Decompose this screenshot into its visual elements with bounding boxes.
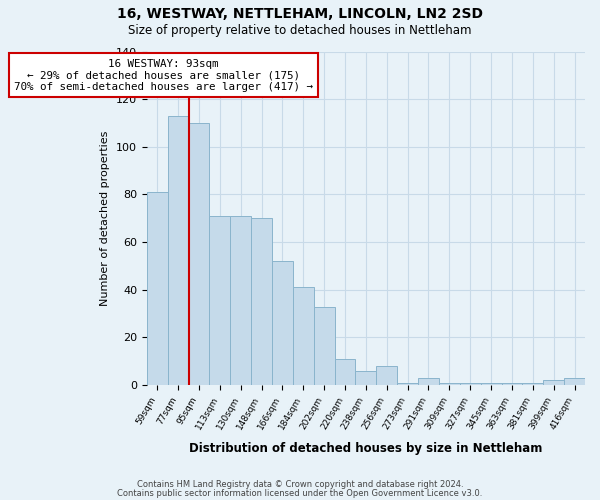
Bar xyxy=(293,288,314,385)
Bar xyxy=(230,216,251,385)
Bar xyxy=(376,366,397,385)
Text: Contains HM Land Registry data © Crown copyright and database right 2024.: Contains HM Land Registry data © Crown c… xyxy=(137,480,463,489)
Bar xyxy=(523,383,543,385)
Bar xyxy=(543,380,564,385)
Y-axis label: Number of detached properties: Number of detached properties xyxy=(100,130,110,306)
Bar xyxy=(397,383,418,385)
Bar xyxy=(314,306,335,385)
X-axis label: Distribution of detached houses by size in Nettleham: Distribution of detached houses by size … xyxy=(189,442,542,455)
Bar xyxy=(502,383,523,385)
Bar xyxy=(481,383,502,385)
Bar xyxy=(251,218,272,385)
Text: 16 WESTWAY: 93sqm
← 29% of detached houses are smaller (175)
70% of semi-detache: 16 WESTWAY: 93sqm ← 29% of detached hous… xyxy=(14,58,313,92)
Bar xyxy=(355,371,376,385)
Bar xyxy=(418,378,439,385)
Bar xyxy=(460,383,481,385)
Bar xyxy=(335,359,355,385)
Bar xyxy=(188,123,209,385)
Text: Size of property relative to detached houses in Nettleham: Size of property relative to detached ho… xyxy=(128,24,472,37)
Bar xyxy=(564,378,585,385)
Bar xyxy=(272,261,293,385)
Bar xyxy=(209,216,230,385)
Text: Contains public sector information licensed under the Open Government Licence v3: Contains public sector information licen… xyxy=(118,488,482,498)
Bar xyxy=(167,116,188,385)
Bar xyxy=(147,192,167,385)
Bar xyxy=(439,383,460,385)
Text: 16, WESTWAY, NETTLEHAM, LINCOLN, LN2 2SD: 16, WESTWAY, NETTLEHAM, LINCOLN, LN2 2SD xyxy=(117,8,483,22)
